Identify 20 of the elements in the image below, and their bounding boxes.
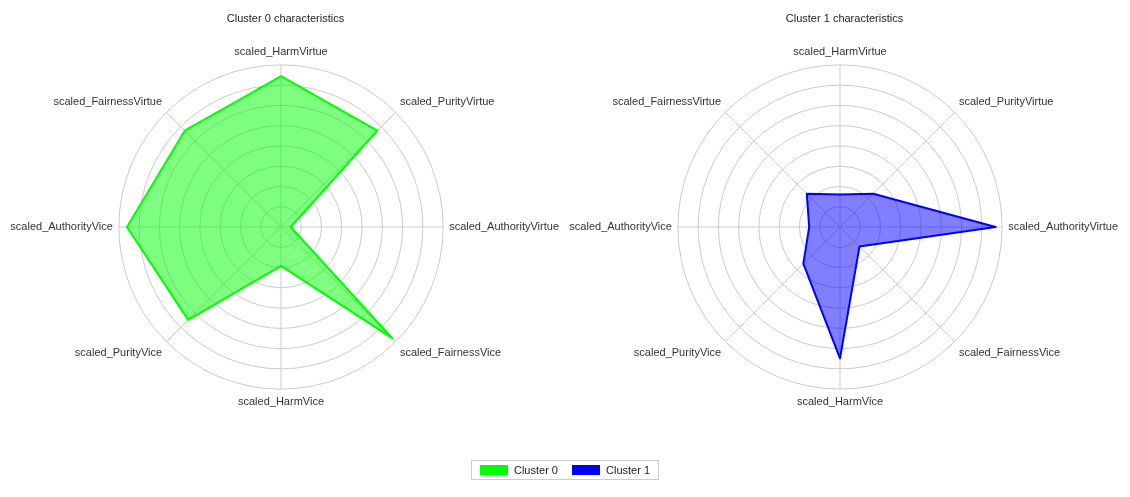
spoke-label: scaled_AuthorityVirtue [449,220,560,233]
spoke-label: scaled_PurityVirtue [399,94,495,107]
spoke-label: scaled_HarmVice [796,394,884,407]
spoke-label: scaled_HarmVirtue [793,45,887,58]
chart-title: Cluster 0 characteristics [226,11,345,24]
spoke-label: scaled_AuthorityVice [569,220,672,233]
spoke-label: scaled_HarmVice [237,394,325,407]
spoke-label: scaled_PurityVice [633,345,722,358]
spoke-label: scaled_FairnessVice [399,345,502,358]
spoke-label: scaled_HarmVirtue [234,45,328,58]
spoke-label: scaled_AuthorityVice [10,220,113,233]
chart-title: Cluster 1 characteristics [785,11,904,24]
legend-label: Cluster 1 [606,464,651,476]
spoke-label: scaled_PurityVirtue [958,94,1054,107]
spoke-label: scaled_PurityVice [74,345,163,358]
spoke-label: scaled_FairnessVirtue [53,94,163,107]
legend-label: Cluster 0 [513,464,558,476]
spoke-label: scaled_FairnessVirtue [612,94,722,107]
spoke-label: scaled_FairnessVice [958,345,1061,358]
spoke-label: scaled_AuthorityVirtue [1008,220,1119,233]
